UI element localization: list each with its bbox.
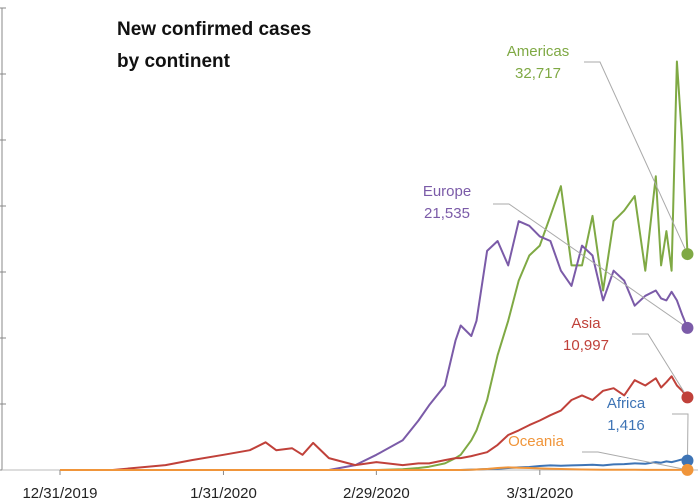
series-line — [60, 466, 688, 471]
leader-line — [672, 413, 689, 461]
x-tick-label: 12/31/2019 — [22, 485, 97, 502]
data-label: 10,997 — [563, 337, 609, 354]
legend-label: Americas — [507, 43, 570, 60]
end-dot — [681, 463, 694, 476]
end-dot — [681, 391, 694, 404]
legend-label: Europe — [423, 183, 471, 200]
legend-label: Oceania — [508, 433, 565, 450]
data-label: 1,416 — [607, 417, 645, 434]
legend-label: Asia — [571, 315, 601, 332]
end-dot — [681, 248, 694, 261]
data-label: 21,535 — [424, 205, 470, 222]
leader-line — [582, 451, 688, 471]
series-line — [60, 375, 689, 471]
chart-title: New confirmed cases — [117, 19, 311, 40]
series-line — [60, 458, 688, 471]
x-tick-label: 2/29/2020 — [343, 485, 410, 502]
x-tick-label: 1/31/2020 — [190, 485, 257, 502]
chart-title: by continent — [117, 51, 231, 72]
end-dot — [681, 321, 694, 334]
end-dot — [681, 454, 694, 467]
leader-line — [493, 203, 688, 329]
legend-label: Africa — [607, 395, 646, 412]
leader-line — [584, 61, 688, 255]
data-label: 32,717 — [515, 65, 561, 82]
leader-line — [632, 333, 688, 398]
series-line — [60, 60, 689, 471]
x-tick-label: 3/31/2020 — [506, 485, 573, 502]
